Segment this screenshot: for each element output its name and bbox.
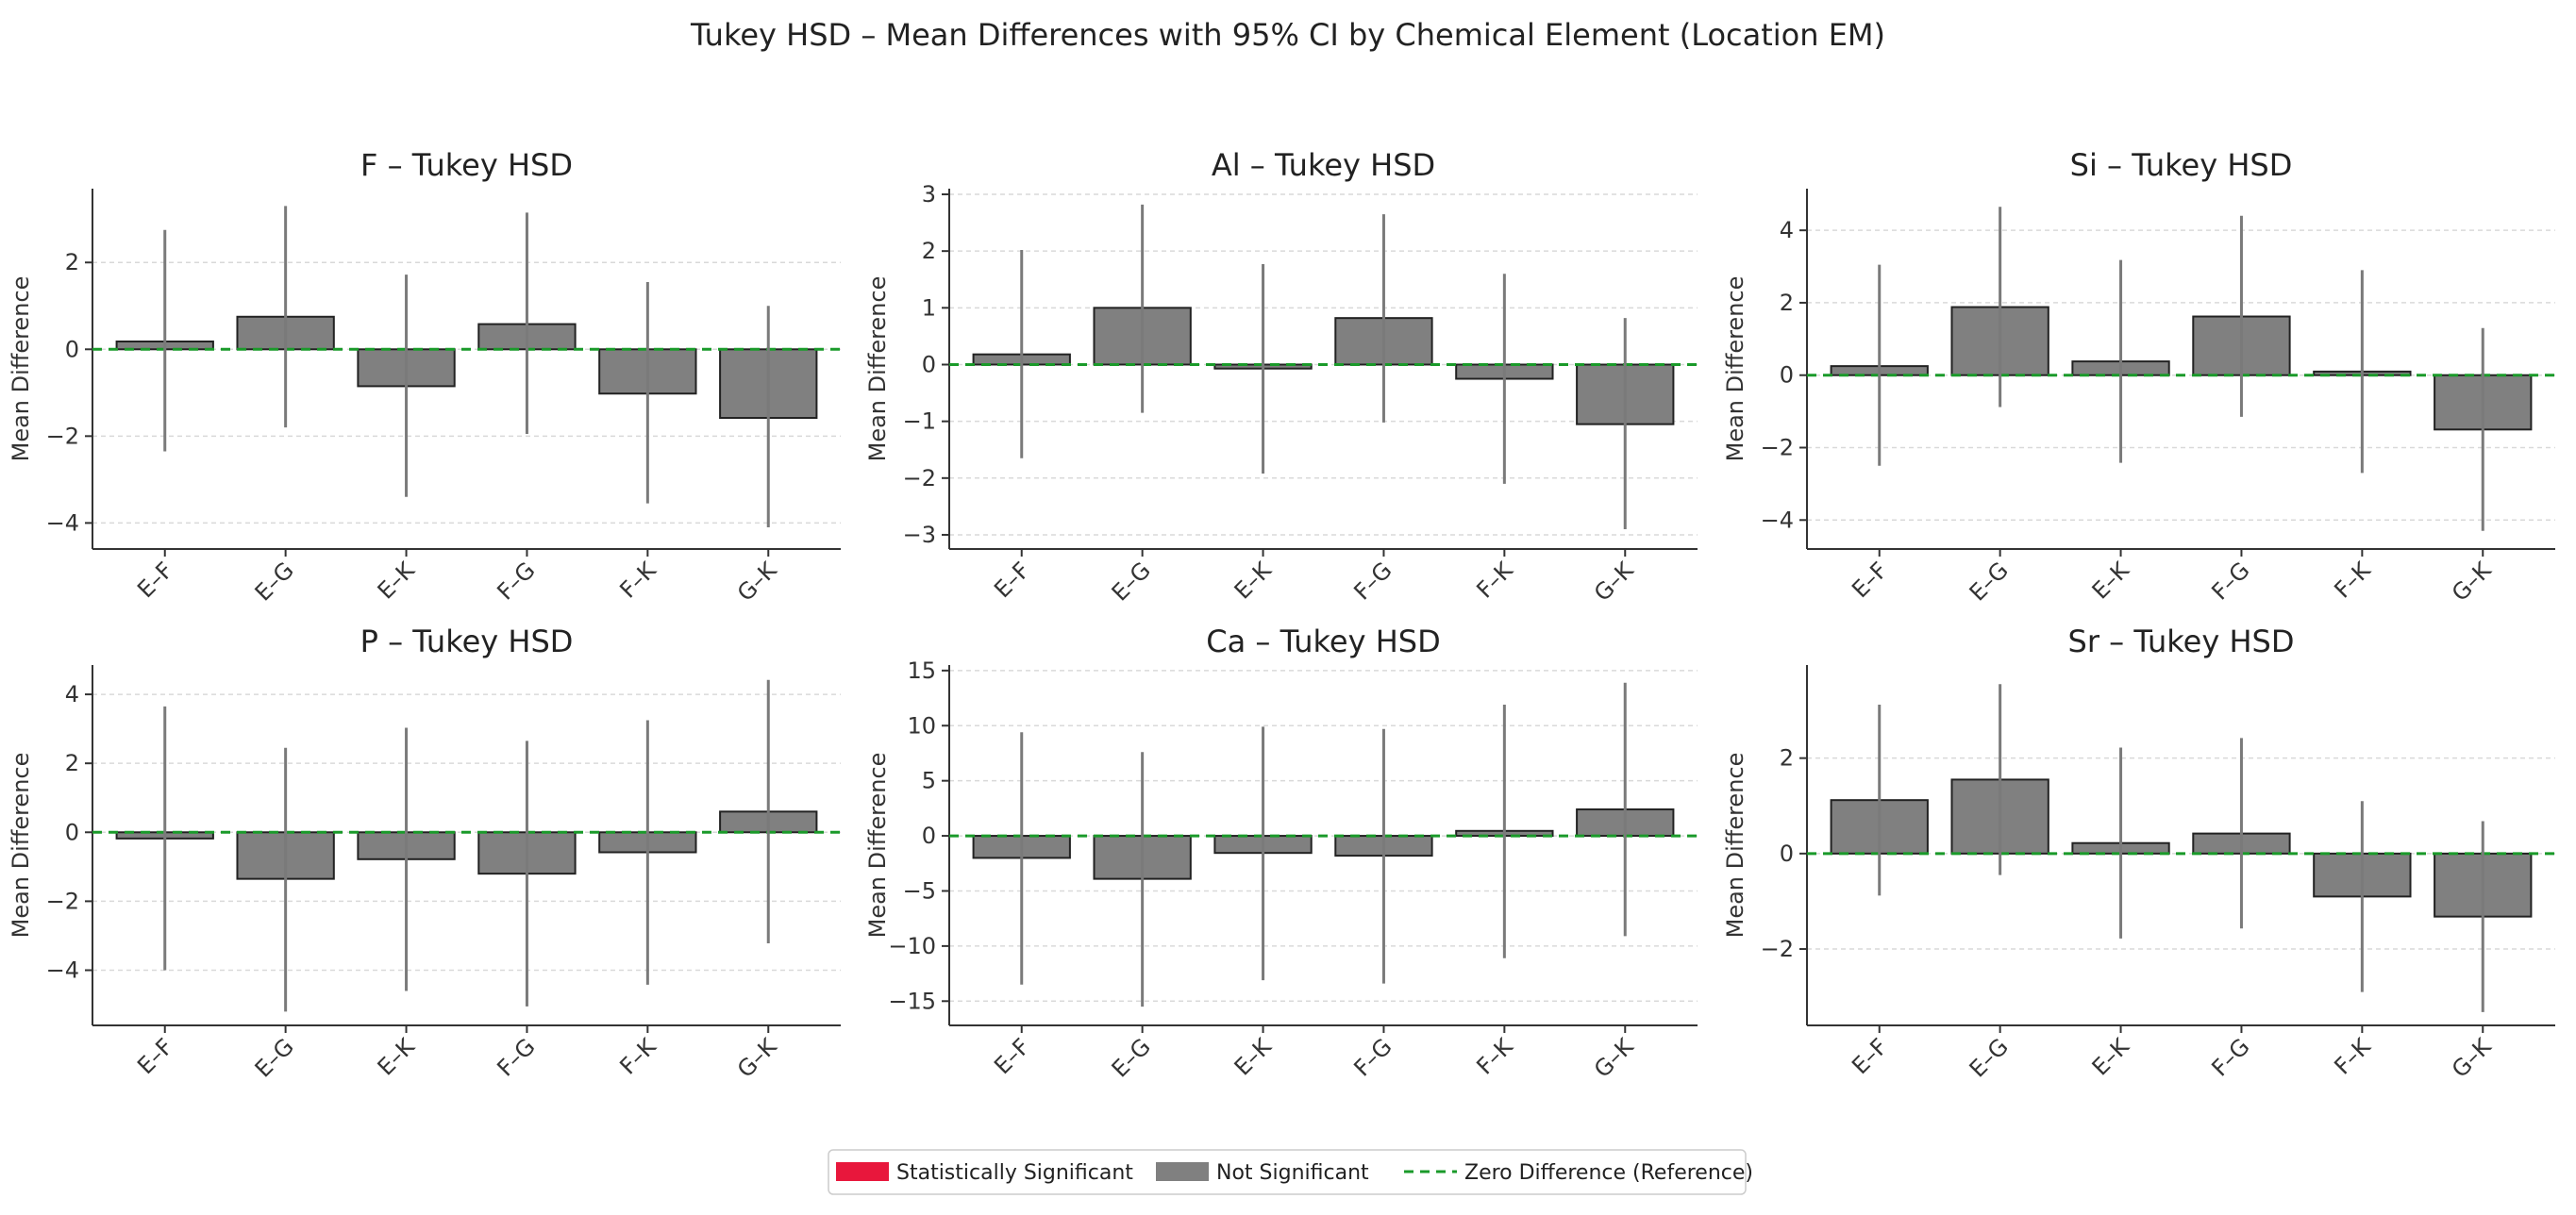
x-tick-label-al-2: E–K bbox=[1229, 557, 1278, 605]
x-tick-label-f-4: F–K bbox=[614, 557, 661, 604]
x-tick-label-p-1: E–G bbox=[250, 1033, 299, 1082]
y-tick-label-al-5: 2 bbox=[922, 238, 936, 264]
y-tick-label-al-2: −1 bbox=[903, 408, 936, 435]
panel-title-al: Al – Tukey HSD bbox=[1212, 147, 1435, 183]
x-tick-label-sr-3: F–G bbox=[2206, 1033, 2254, 1081]
x-tick-label-si-1: E–G bbox=[1965, 557, 2014, 606]
y-tick-label-si-4: 4 bbox=[1780, 217, 1794, 243]
legend-significant-swatch bbox=[836, 1162, 889, 1181]
y-tick-label-sr-1: 0 bbox=[1780, 841, 1794, 867]
x-tick-label-f-2: E–K bbox=[373, 557, 421, 605]
x-tick-label-p-4: F–K bbox=[614, 1033, 661, 1080]
panel-ca: −15 −10 −5 0 5 10 15 E–F E–G E–K F–G F–K G–K Ca – Tuk… bbox=[864, 624, 1698, 1083]
y-axis-label-ca: Mean Difference bbox=[864, 753, 891, 939]
x-tick-label-si-4: F–K bbox=[2329, 557, 2376, 604]
x-tick-label-p-5: G–K bbox=[732, 1033, 782, 1083]
y-tick-label-p-3: 2 bbox=[65, 750, 79, 776]
x-tick-label-si-3: F–G bbox=[2206, 557, 2254, 605]
x-tick-label-ca-2: E–K bbox=[1229, 1033, 1278, 1081]
x-tick-label-ca-5: G–K bbox=[1589, 1033, 1639, 1083]
x-tick-label-ca-1: E–G bbox=[1107, 1033, 1156, 1082]
y-axis-label-f: Mean Difference bbox=[8, 276, 34, 462]
y-tick-label-sr-0: −2 bbox=[1761, 936, 1794, 962]
x-tick-label-si-2: E–K bbox=[2087, 557, 2135, 605]
y-tick-label-al-0: −3 bbox=[903, 522, 936, 548]
y-tick-label-si-3: 2 bbox=[1780, 290, 1794, 316]
y-tick-label-ca-1: −10 bbox=[888, 933, 936, 959]
x-tick-label-sr-0: E–F bbox=[1847, 1033, 1893, 1079]
panel-title-f: F – Tukey HSD bbox=[360, 147, 573, 183]
y-tick-label-ca-4: 5 bbox=[922, 768, 936, 794]
figure-title: Tukey HSD – Mean Differences with 95% CI… bbox=[690, 17, 1885, 53]
panel-title-p: P – Tukey HSD bbox=[360, 624, 574, 659]
legend-significant-label: Statistically Significant bbox=[896, 1161, 1133, 1185]
x-tick-label-al-4: F–K bbox=[1471, 557, 1518, 604]
x-tick-label-sr-1: E–G bbox=[1965, 1033, 2014, 1082]
y-tick-label-sr-2: 2 bbox=[1780, 745, 1794, 772]
y-tick-label-si-2: 0 bbox=[1780, 362, 1794, 389]
legend-not-significant-swatch bbox=[1156, 1162, 1209, 1181]
y-tick-label-f-0: −4 bbox=[46, 509, 79, 536]
y-tick-label-p-1: −2 bbox=[46, 888, 79, 914]
y-axis-label-al: Mean Difference bbox=[864, 276, 891, 462]
y-tick-label-p-0: −4 bbox=[46, 957, 79, 984]
y-tick-label-ca-5: 10 bbox=[907, 712, 936, 739]
y-tick-label-f-3: 2 bbox=[65, 249, 79, 275]
y-tick-label-al-1: −2 bbox=[903, 465, 936, 491]
x-tick-label-ca-3: F–G bbox=[1348, 1033, 1397, 1081]
y-tick-label-ca-3: 0 bbox=[922, 823, 936, 849]
x-tick-label-al-1: E–G bbox=[1107, 557, 1156, 606]
x-tick-label-p-0: E–F bbox=[132, 1033, 178, 1079]
x-tick-label-sr-5: G–K bbox=[2447, 1033, 2497, 1083]
panel-title-ca: Ca – Tukey HSD bbox=[1206, 624, 1440, 659]
y-axis-label-p: Mean Difference bbox=[8, 753, 34, 939]
y-tick-label-p-2: 0 bbox=[65, 819, 79, 845]
legend-zero-label: Zero Difference (Reference) bbox=[1464, 1161, 1753, 1185]
x-tick-label-f-5: G–K bbox=[732, 557, 782, 607]
x-tick-label-sr-4: F–K bbox=[2329, 1033, 2376, 1080]
y-tick-label-ca-6: 15 bbox=[907, 657, 936, 684]
x-tick-label-p-2: E–K bbox=[373, 1033, 421, 1081]
panel-si: −4 −2 0 2 4 E–F E–G E–K F–G F–K G–K Si – Tukey HSD M… bbox=[1722, 147, 2555, 607]
y-tick-label-si-1: −2 bbox=[1761, 435, 1794, 461]
x-tick-label-sr-2: E–K bbox=[2087, 1033, 2135, 1081]
panel-title-sr: Sr – Tukey HSD bbox=[2068, 624, 2295, 659]
y-tick-label-ca-2: −5 bbox=[903, 877, 936, 904]
legend-frame bbox=[828, 1149, 1747, 1195]
y-tick-label-si-0: −4 bbox=[1761, 507, 1794, 533]
y-tick-label-p-4: 4 bbox=[65, 681, 79, 707]
x-tick-label-ca-0: E–F bbox=[989, 1033, 1035, 1079]
x-tick-label-f-3: F–G bbox=[492, 557, 540, 605]
x-tick-label-al-5: G–K bbox=[1589, 557, 1639, 607]
x-tick-label-si-0: E–F bbox=[1847, 557, 1893, 603]
panel-al: −3 −2 −1 0 1 2 3 E–F E–G E–K F–G F–K G–K Al – Tukey H… bbox=[864, 147, 1698, 607]
y-tick-label-f-2: 0 bbox=[65, 336, 79, 362]
y-tick-label-f-1: −2 bbox=[46, 423, 79, 449]
panel-p: −4 −2 0 2 4 E–F E–G E–K F–G F–K G–K P – Tukey HSD Me… bbox=[8, 624, 841, 1083]
panel-sr: −2 0 2 E–F E–G E–K F–G F–K G–K Sr – Tukey HSD Mean… bbox=[1722, 624, 2555, 1083]
legend-not-significant-label: Not Significant bbox=[1216, 1161, 1369, 1185]
panel-title-si: Si – Tukey HSD bbox=[2070, 147, 2293, 183]
panel-f: −4 −2 0 2 E–F E–G E–K F–G F–K G–K F – Tukey HSD Mea… bbox=[8, 147, 841, 607]
y-tick-label-ca-0: −15 bbox=[888, 988, 936, 1014]
y-tick-label-al-6: 3 bbox=[922, 181, 936, 208]
x-tick-label-al-0: E–F bbox=[989, 557, 1035, 603]
y-tick-label-al-3: 0 bbox=[922, 351, 936, 377]
x-tick-label-ca-4: F–K bbox=[1471, 1033, 1518, 1080]
legend: Statistically Significant Not Significan… bbox=[828, 1149, 1753, 1195]
x-tick-label-al-3: F–G bbox=[1348, 557, 1397, 605]
y-axis-label-si: Mean Difference bbox=[1722, 276, 1748, 462]
y-tick-label-al-4: 1 bbox=[922, 294, 936, 321]
x-tick-label-f-0: E–F bbox=[132, 557, 178, 603]
x-tick-label-f-1: E–G bbox=[250, 557, 299, 606]
y-axis-label-sr: Mean Difference bbox=[1722, 753, 1748, 939]
x-tick-label-p-3: F–G bbox=[492, 1033, 540, 1081]
panels: −4 −2 0 2 E–F E–G E–K F–G F–K G–K F – Tukey HSD Mea… bbox=[8, 147, 2555, 1083]
x-tick-label-si-5: G–K bbox=[2447, 557, 2497, 607]
